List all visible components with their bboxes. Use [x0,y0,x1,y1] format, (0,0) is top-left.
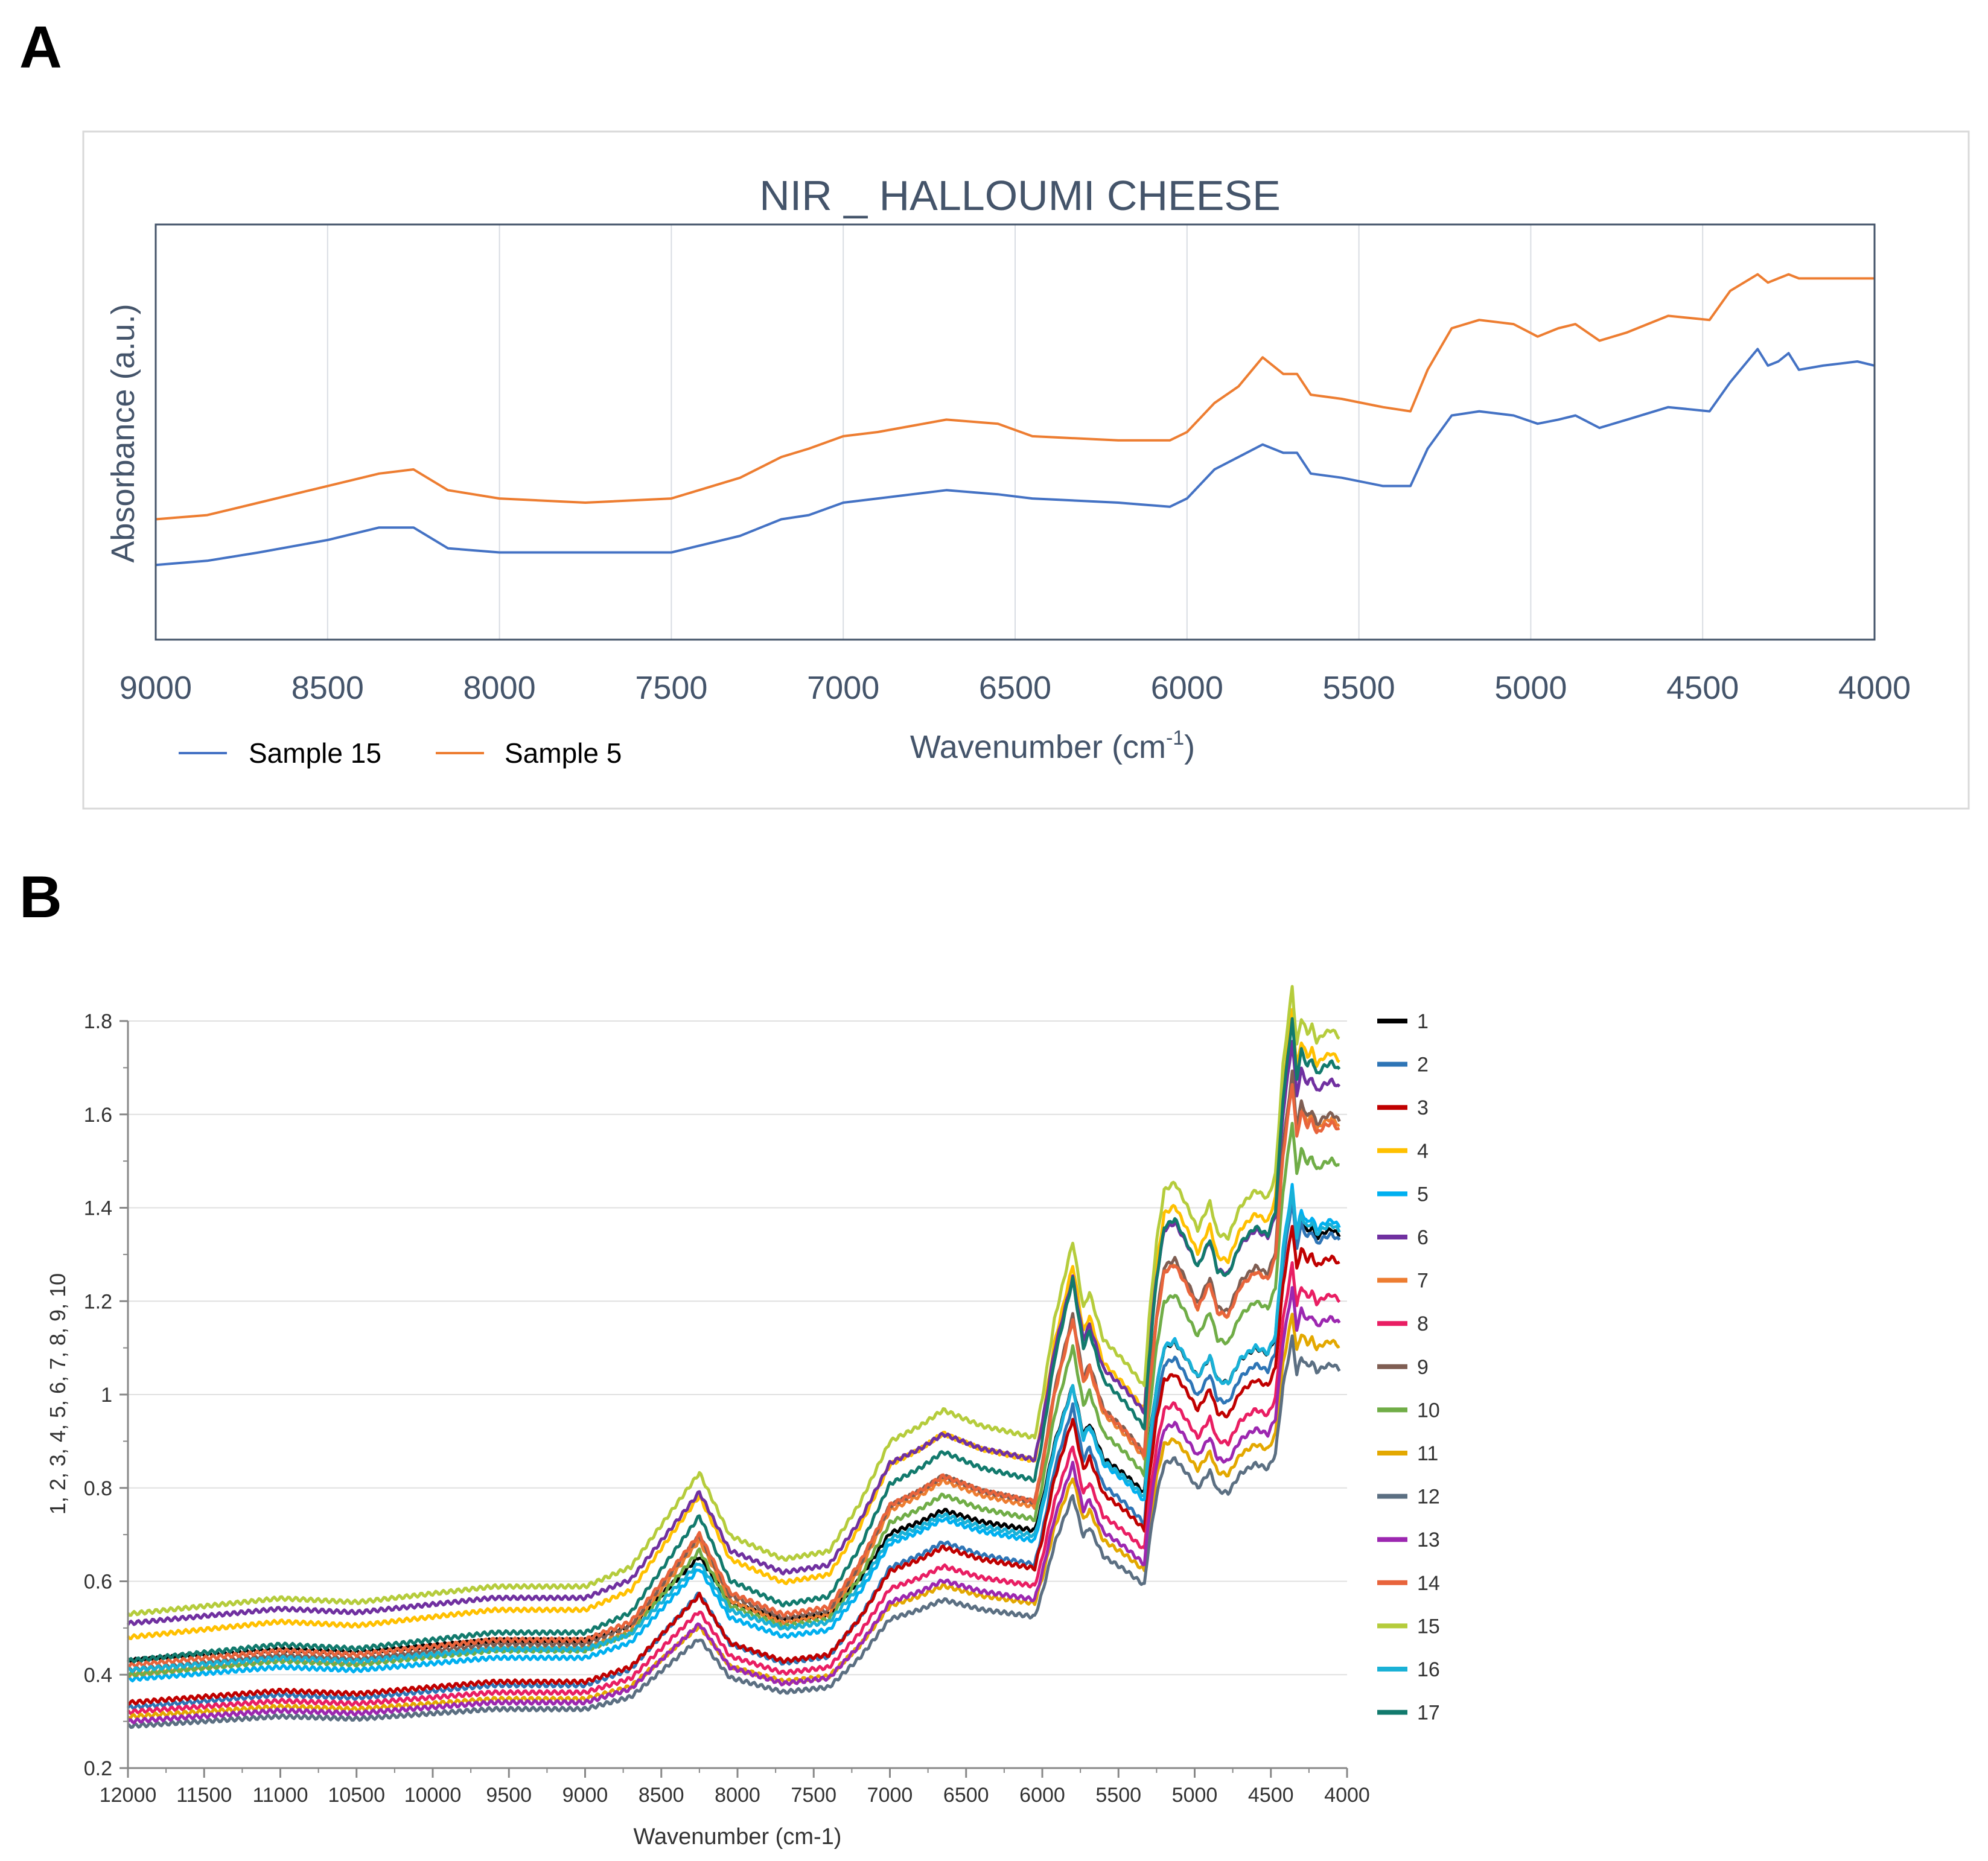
chart-a-x-tick-label: 6000 [1151,670,1223,706]
chart-b-x-tick-label: 4500 [1248,1784,1294,1807]
chart-b-legend-label: 8 [1417,1312,1429,1335]
chart-a-series [155,273,1875,567]
chart-a-x-tick-label: 7500 [635,670,707,706]
chart-b-series-line [126,1017,1341,1664]
chart-b-x-ticks: 12000 11500 11000 10500 10000 9500 9000 8500 800… [100,1768,1370,1807]
chart-b-y-tick-label: 0.6 [84,1571,112,1594]
chart-b-x-tick-label: 7500 [791,1784,836,1807]
panel-b-label: B [19,864,62,930]
chart-b-x-tick-label: 8000 [715,1784,760,1807]
chart-b-legend-label: 11 [1417,1442,1438,1465]
chart-b-legend-label: 6 [1417,1226,1429,1249]
chart-a-plot-frame [155,223,1876,641]
chart-a-legend-label-sample-5: Sample 5 [505,737,622,769]
chart-b-series-line [127,1188,1341,1673]
chart-b-legend-label: 3 [1417,1096,1429,1119]
chart-b-x-tick-label: 6500 [943,1784,989,1807]
chart-a-x-tick-label: 8500 [292,670,364,706]
chart-b-x-tick-label: 5500 [1095,1784,1141,1807]
chart-a-x-tick-label: 6500 [979,670,1051,706]
chart-b-x-tick-label: 7000 [867,1784,913,1807]
chart-b-series-line [127,1224,1340,1706]
chart-a: NIR _ HALLOUMI CHEESE 9000 8500 8000 7500 70… [82,130,1970,810]
chart-b-legend-label: 10 [1417,1399,1440,1422]
chart-b-legend-label: 2 [1417,1054,1429,1077]
chart-b-y-tick-label: 1.8 [84,1010,112,1033]
chart-b-series-line [126,1040,1341,1626]
chart-a-legend-label-sample-15: Sample 15 [249,737,381,769]
chart-b-series-line [126,1008,1340,1641]
chart-a-legend: Sample 15 Sample 5 [179,737,622,769]
chart-a-x-axis-label-main: Wavenumber (cm [910,729,1166,765]
chart-b-x-tick-label: 8500 [639,1784,684,1807]
chart-b-x-tick-label: 9500 [486,1784,532,1807]
chart-a-outer-frame [82,130,1970,810]
chart-b-y-tick-label: 1.6 [84,1104,112,1127]
chart-b-series-line [127,1334,1341,1729]
chart-b-legend-label: 16 [1417,1658,1440,1681]
chart-b-legend-label: 14 [1417,1572,1440,1595]
chart-b-legend-label: 13 [1417,1529,1440,1551]
chart-b-y-tick-label: 1.2 [84,1290,112,1313]
panel-a-label: A [19,14,62,80]
chart-b-x-axis-label: Wavenumber (cm-1) [634,1824,842,1850]
chart-b-y-tick-label: 1 [101,1384,112,1407]
chart-b-legend-label: 9 [1417,1356,1429,1379]
chart-b-y-axis-label: 1, 2, 3, 4, 5, 6, 7, 8, 9, 10 [45,1273,70,1515]
chart-b-x-tick-label: 6000 [1019,1784,1065,1807]
chart-b-x-tick-label: 11500 [176,1784,232,1807]
chart-a-x-axis-label: Wavenumber (cm-1) [910,727,1195,765]
chart-b-series-line [126,985,1340,1617]
chart-a-x-tick-label: 5000 [1494,670,1567,706]
chart-a-title: NIR _ HALLOUMI CHEESE [759,172,1281,219]
chart-b-series-line [126,1286,1341,1725]
chart-b-series-line [127,1261,1341,1716]
chart-b-series-line [127,1083,1340,1669]
chart-b-y-tick-label: 1.4 [84,1197,112,1220]
chart-a-x-tick-label: 4000 [1838,670,1911,706]
chart-a-x-tick-label: 4500 [1666,670,1739,706]
chart-b-series-line [127,1183,1341,1682]
chart-b-x-tick-label: 10500 [328,1784,385,1807]
chart-b-legend-label: 7 [1417,1270,1429,1293]
chart-a-x-axis-label-sup: -1 [1166,727,1184,749]
chart-b-x-tick-label: 12000 [100,1784,157,1807]
chart-b-legend-label: 17 [1417,1702,1440,1725]
chart-b-legend-label: 12 [1417,1486,1440,1509]
chart-b-x-tick-label: 10000 [404,1784,462,1807]
chart-b-y-ticks: 0.2 0.4 0.6 0.8 1 1.2 1.4 1.6 1.8 [84,1010,128,1780]
chart-a-y-axis-label: Absorbance (a.u.) [105,304,141,562]
chart-b: 0.20.40.60.811.21.41.61.8 12000 11500 1100… [45,985,1440,1850]
chart-a-x-tick-label: 8000 [464,670,536,706]
chart-b-x-tick-label: 5000 [1172,1784,1218,1807]
chart-a-x-tick-label: 9000 [119,670,192,706]
chart-b-x-tick-label: 11000 [252,1784,308,1807]
chart-b-series-line [127,1312,1340,1720]
chart-a-x-tick-labels: 9000 8500 8000 7500 7000 6500 6000 5500 5000 4500… [119,670,1911,706]
chart-a-series-line [155,348,1875,567]
chart-b-y-tick-label: 0.2 [84,1757,112,1780]
chart-a-x-tick-label: 5500 [1323,670,1395,706]
chart-a-series-line [155,273,1875,521]
chart-b-legend-label: 4 [1417,1140,1429,1163]
chart-b-series [126,985,1341,1729]
chart-b-legend-label: 15 [1417,1615,1440,1638]
chart-a-x-axis-label-tail: ) [1184,729,1195,765]
chart-b-y-tick-label: 0.8 [84,1477,112,1500]
chart-b-y-tick-label: 0.4 [84,1664,112,1687]
chart-b-legend-label: 5 [1417,1183,1429,1206]
chart-b-x-tick-label: 9000 [562,1784,608,1807]
chart-b-x-tick-label: 4000 [1324,1784,1370,1807]
chart-b-legend-label: 1 [1417,1010,1429,1033]
chart-a-x-tick-label: 7000 [807,670,879,706]
